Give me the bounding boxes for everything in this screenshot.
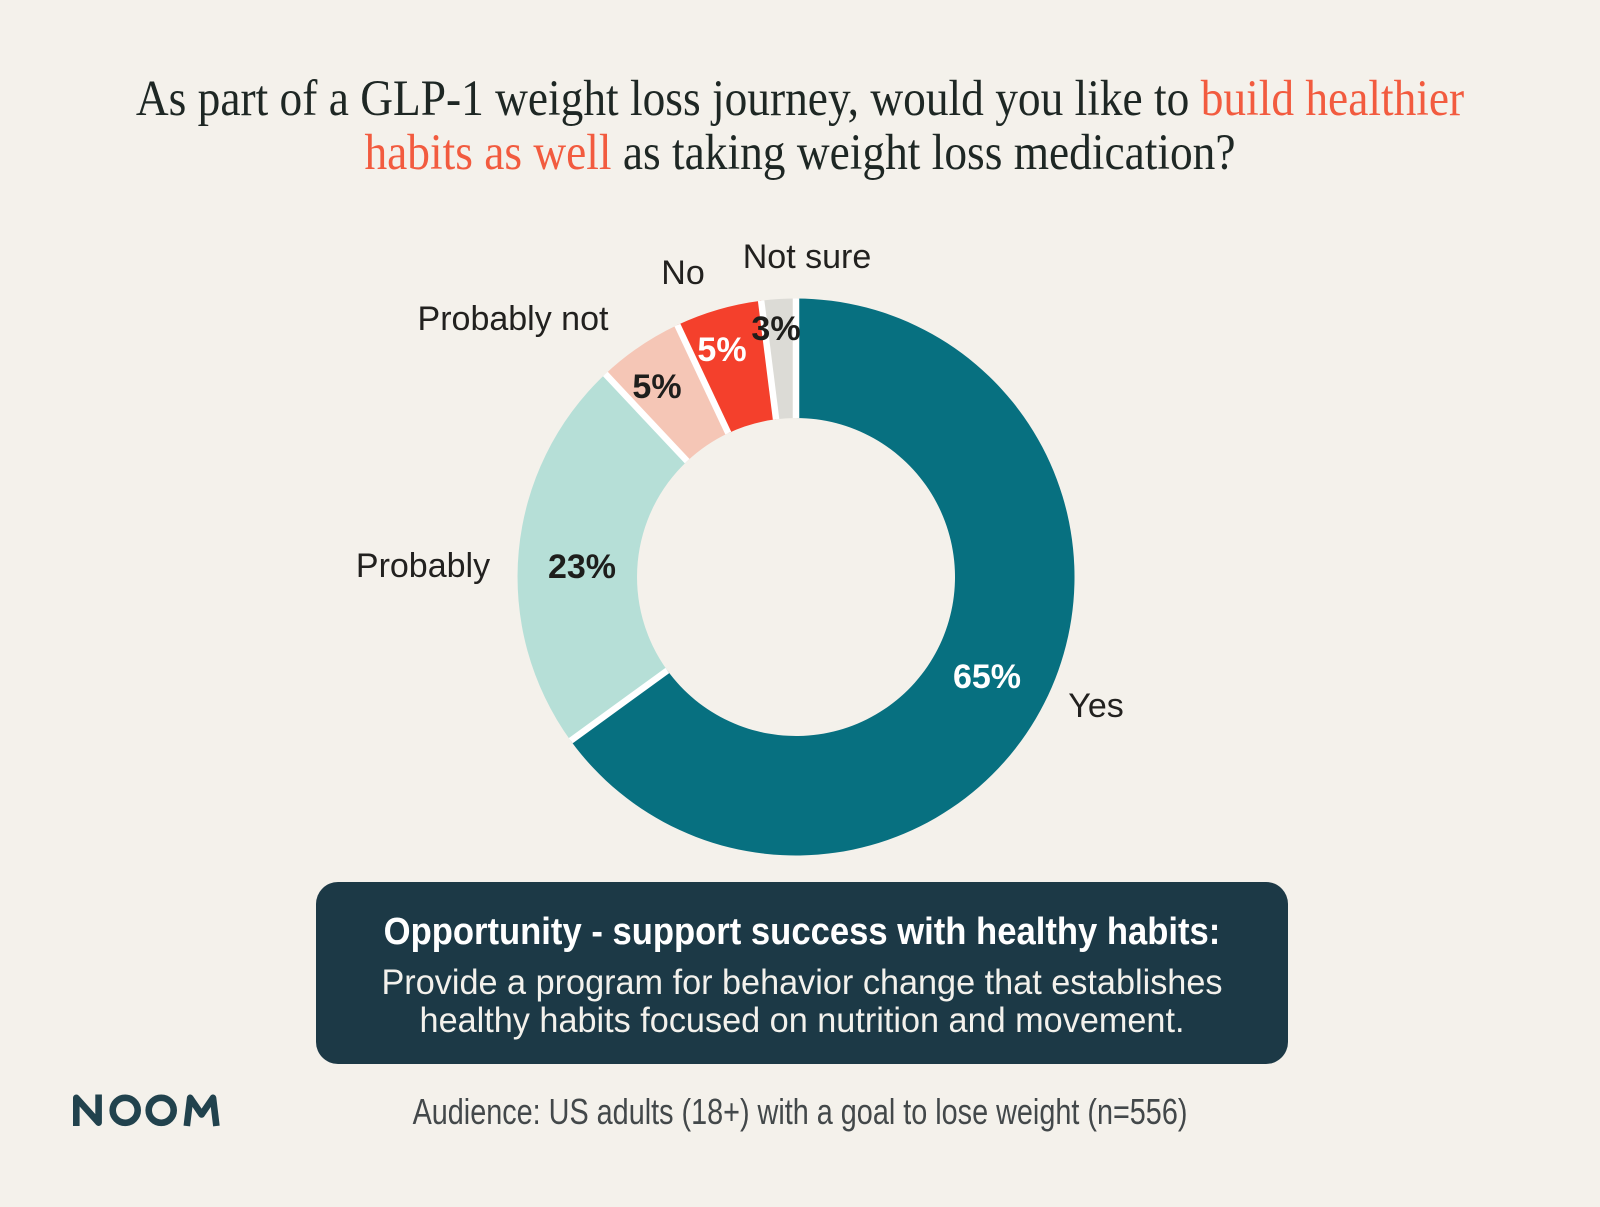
svg-text:Not sure: Not sure	[743, 238, 872, 276]
svg-text:Probably: Probably	[356, 547, 490, 585]
svg-text:Yes: Yes	[1068, 687, 1123, 725]
svg-text:5%: 5%	[697, 331, 746, 369]
svg-text:5%: 5%	[632, 368, 681, 406]
svg-text:3%: 3%	[751, 310, 800, 348]
svg-text:No: No	[661, 254, 704, 292]
svg-text:65%: 65%	[953, 658, 1021, 696]
svg-text:Probably not: Probably not	[418, 300, 609, 338]
svg-text:23%: 23%	[548, 548, 616, 586]
